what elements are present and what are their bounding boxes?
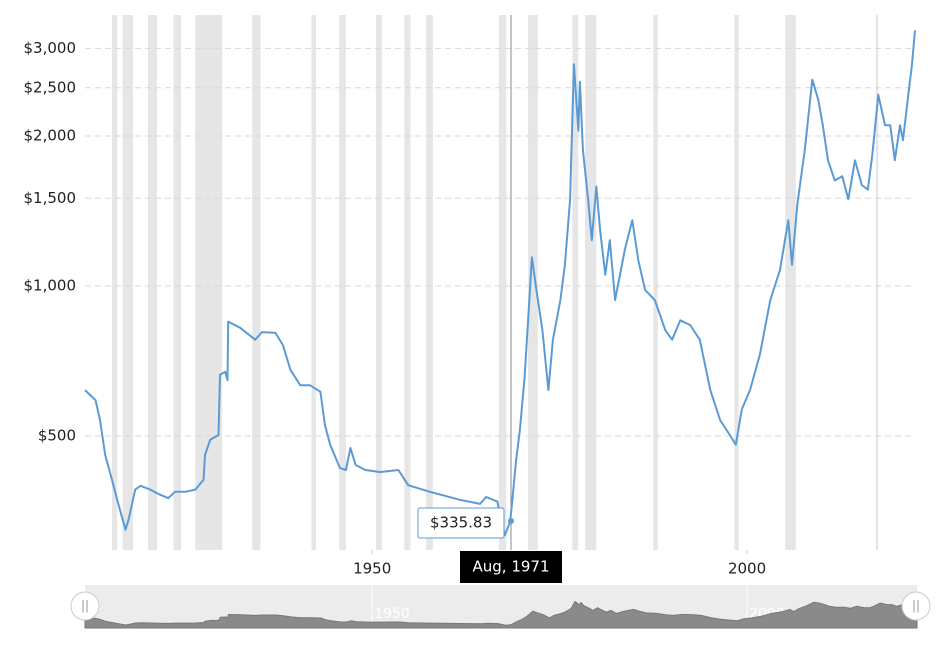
recession-band — [498, 15, 507, 550]
recession-bands — [111, 15, 879, 550]
recession-band — [404, 15, 411, 550]
date-tooltip — [460, 551, 562, 583]
axis-labels: $500 $1,000 $1,500 $2,000 $2,500 $3,000 1950 20… — [24, 39, 767, 578]
handle-grip: || — [912, 599, 920, 613]
plot — [84, 30, 916, 537]
recession-band — [876, 15, 879, 550]
y-tick-label: $1,500 — [24, 189, 77, 207]
tooltip — [417, 507, 505, 539]
recession-band — [147, 15, 157, 550]
recession-band — [785, 15, 796, 550]
navigator-handle-right[interactable] — [901, 591, 931, 621]
y-tick-label: $3,000 — [24, 39, 77, 57]
recession-band — [122, 15, 133, 550]
recession-band — [572, 15, 579, 550]
recession-band — [375, 15, 382, 550]
recession-band — [311, 15, 316, 550]
recession-band — [585, 15, 597, 550]
navigator-series: 1950 2000 — [84, 585, 918, 629]
navigator-handle-left[interactable] — [70, 591, 100, 621]
y-tick-label: $500 — [38, 426, 76, 444]
y-tick-label: $2,500 — [24, 78, 77, 96]
recession-band — [528, 15, 538, 550]
recession-band — [252, 15, 261, 550]
recession-band — [173, 15, 181, 550]
date-tooltip-text: Aug, 1971 — [473, 558, 550, 576]
recession-band — [426, 15, 433, 550]
handle-grip: || — [81, 599, 89, 613]
y-tick-label: $1,000 — [24, 276, 77, 294]
recession-band — [195, 15, 223, 550]
y-tick-label: $2,000 — [24, 127, 77, 145]
hover-point — [508, 518, 514, 524]
grid — [85, 47, 915, 437]
recession-band — [339, 15, 346, 550]
navigator-area — [84, 598, 918, 629]
recession-band — [111, 15, 118, 550]
tooltip-value: $335.83 — [430, 514, 492, 532]
navigator-label: 1950 — [374, 606, 410, 622]
price-line — [84, 30, 916, 537]
x-tick-label: 2000 — [728, 560, 766, 578]
recession-band — [734, 15, 739, 550]
recession-band — [653, 15, 658, 550]
x-tick-label: 1950 — [353, 560, 391, 578]
